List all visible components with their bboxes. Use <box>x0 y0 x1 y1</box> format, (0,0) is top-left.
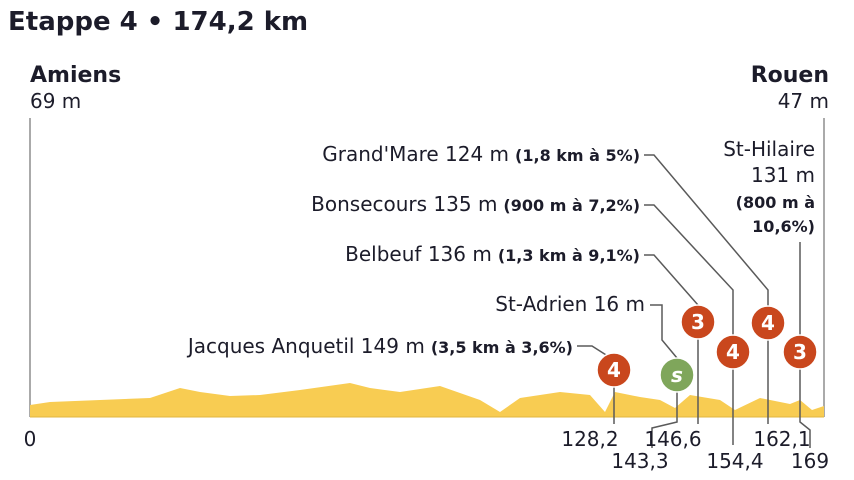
climb-km: 146,6 <box>644 427 701 451</box>
climb-name: Jacques Anquetil 149 m <box>186 334 425 358</box>
start-altitude: 69 m <box>30 89 81 113</box>
climb-label: Jacques Anquetil 149 m (3,5 km à 3,6%) <box>186 334 573 358</box>
climbs: Jacques Anquetil 149 m (3,5 km à 3,6%) 4 12… <box>186 137 829 473</box>
climb-km: 128,2 <box>561 427 618 451</box>
climb: Belbeuf 136 m (1,3 km à 9,1%) 3 146,6 <box>345 242 716 451</box>
climb-marker: 3 <box>680 304 716 340</box>
climb-detail: (900 m à 7,2%) <box>503 196 640 215</box>
marker-circle <box>659 357 695 393</box>
climb-km: 143,3 <box>611 449 668 473</box>
marker-circle <box>750 305 786 341</box>
climb-label: Bonsecours 135 m (900 m à 7,2%) <box>311 192 640 216</box>
marker-circle <box>782 334 818 370</box>
climb-name: Belbeuf 136 m <box>345 242 492 266</box>
marker-circle <box>680 304 716 340</box>
climb-name: St-Hilaire <box>723 137 815 161</box>
climb-category: 4 <box>761 311 775 335</box>
leader-line <box>799 242 811 448</box>
finish-altitude: 47 m <box>778 89 829 113</box>
climb-name: Grand'Mare 124 m <box>322 142 509 166</box>
climb-detail: (1,3 km à 9,1%) <box>498 246 640 265</box>
start-name: Amiens <box>30 63 121 88</box>
climb: Bonsecours 135 m (900 m à 7,2%) 4 154,4 <box>311 192 763 473</box>
climb-marker: 4 <box>596 352 632 388</box>
leader-line <box>644 154 769 424</box>
leader-line <box>644 254 699 424</box>
climb-detail: (3,5 km à 3,6%) <box>431 338 573 357</box>
climb-name: 131 m <box>751 163 815 187</box>
climb: St-Adrien 16 m s 143,3 <box>495 292 695 473</box>
climb-category: 4 <box>607 358 621 382</box>
climb: Grand'Mare 124 m (1,8 km à 5%) 4 162,1 <box>322 142 810 451</box>
leader-line <box>644 204 734 445</box>
climb-category: 4 <box>726 340 740 364</box>
marker-circle <box>596 352 632 388</box>
climb-detail: (1,8 km à 5%) <box>515 146 640 165</box>
start-km: 0 <box>24 427 37 451</box>
climb-name: St-Adrien 16 m <box>495 292 645 316</box>
marker-circle <box>715 334 751 370</box>
climb-category: s <box>671 363 683 387</box>
climb: Jacques Anquetil 149 m (3,5 km à 3,6%) 4 12… <box>186 334 632 451</box>
climb-name: Bonsecours 135 m <box>311 192 497 216</box>
climb-km: 154,4 <box>706 449 763 473</box>
climb-category: 3 <box>691 310 705 334</box>
leader-line <box>650 304 678 448</box>
climb-km: 162,1 <box>753 427 810 451</box>
climb-detail: 10,6%) <box>752 217 815 236</box>
finish-name: Rouen <box>751 63 829 88</box>
climb-km: 169 <box>791 449 829 473</box>
climb-category: 3 <box>793 340 807 364</box>
climb-marker: 3 <box>782 334 818 370</box>
climb-marker: s <box>659 357 695 393</box>
climb-detail: (800 m à <box>736 193 815 212</box>
climb-label: St-Adrien 16 m <box>495 292 645 316</box>
climb-label: Grand'Mare 124 m (1,8 km à 5%) <box>322 142 640 166</box>
elevation-profile <box>30 383 824 417</box>
title: Etappe 4 • 174,2 km <box>8 7 308 37</box>
climb-marker: 4 <box>715 334 751 370</box>
climb-marker: 4 <box>750 305 786 341</box>
climb-label: Belbeuf 136 m (1,3 km à 9,1%) <box>345 242 640 266</box>
